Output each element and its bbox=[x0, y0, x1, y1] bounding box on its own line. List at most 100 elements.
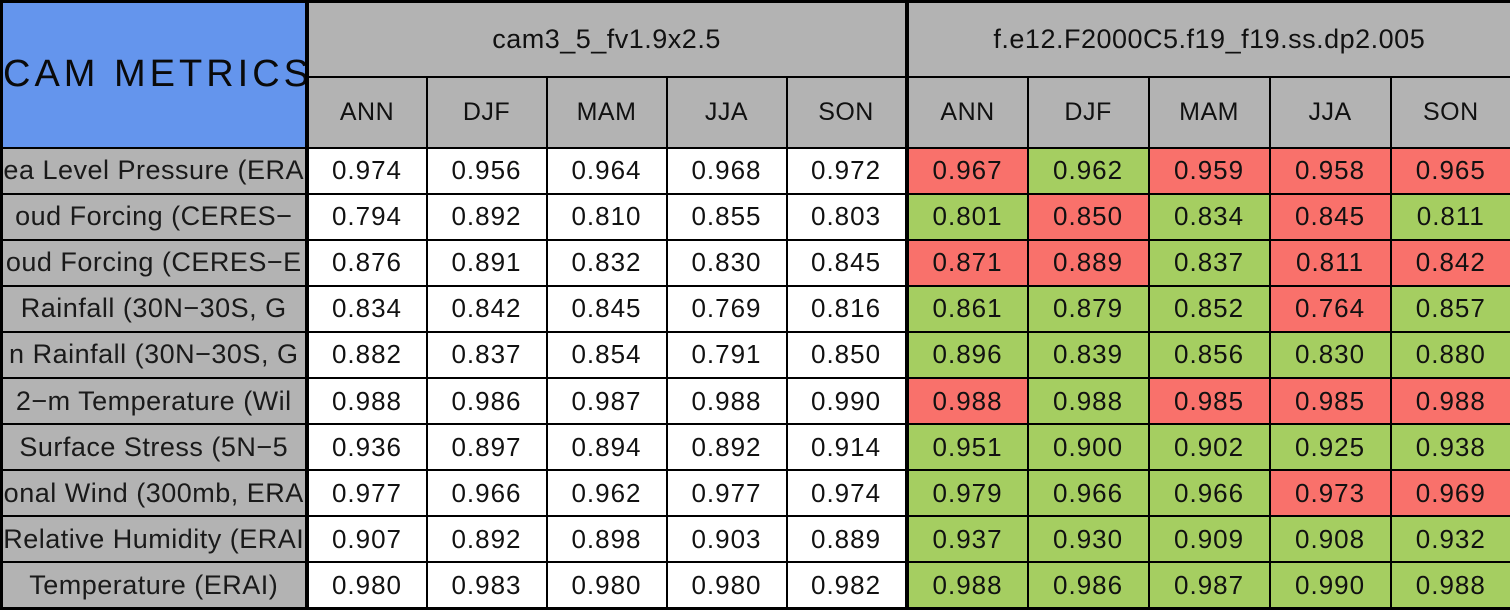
metric-cell: 0.972 bbox=[785, 146, 908, 195]
metric-cell: 0.977 bbox=[305, 469, 428, 518]
metric-cell: 0.880 bbox=[1389, 330, 1510, 379]
table-row-pacific-surface-stress: Surface Stress (5N−5 0.936 0.897 0.894 0… bbox=[0, 423, 1510, 472]
metric-cell: 0.966 bbox=[1026, 469, 1150, 518]
season-header-row: ANN DJF MAM JJA SON ANN DJF MAM JJA SON bbox=[2, 75, 1510, 149]
season-header-m2-djf: DJF bbox=[1026, 75, 1150, 149]
metric-cell: 0.969 bbox=[1389, 469, 1510, 518]
table-row-lw-cloud-forcing: oud Forcing (CERES−E 0.876 0.891 0.832 0… bbox=[0, 238, 1510, 287]
metric-cell: 0.937 bbox=[904, 515, 1029, 564]
metric-cell: 0.845 bbox=[1268, 192, 1392, 241]
table-row-ocean-rainfall: n Rainfall (30N−30S, G 0.882 0.837 0.854… bbox=[0, 330, 1510, 379]
metric-cell: 0.907 bbox=[305, 515, 428, 564]
metric-cell: 0.854 bbox=[545, 330, 668, 379]
metric-cell: 0.896 bbox=[904, 330, 1029, 379]
season-header-m1-ann: ANN bbox=[305, 75, 428, 149]
row-label: Surface Stress (5N−5 bbox=[0, 423, 309, 472]
metric-cell: 0.986 bbox=[1026, 561, 1150, 610]
metric-cell: 0.891 bbox=[425, 238, 548, 287]
metric-cell: 0.801 bbox=[904, 192, 1029, 241]
metric-cell: 0.810 bbox=[545, 192, 668, 241]
metric-cell: 0.898 bbox=[545, 515, 668, 564]
metric-cell: 0.980 bbox=[545, 561, 668, 610]
metric-cell: 0.892 bbox=[665, 423, 788, 472]
row-label: Relative Humidity (ERAI bbox=[0, 515, 309, 564]
metric-cell: 0.988 bbox=[1389, 376, 1510, 426]
metric-cell: 0.974 bbox=[305, 146, 428, 195]
row-label: 2−m Temperature (Wil bbox=[0, 376, 309, 426]
metric-cell: 0.988 bbox=[665, 376, 788, 426]
row-label: Temperature (ERAI) bbox=[0, 561, 309, 610]
metric-cell: 0.987 bbox=[1147, 561, 1271, 610]
metric-cell: 0.900 bbox=[1026, 423, 1150, 472]
metric-cell: 0.983 bbox=[425, 561, 548, 610]
row-label: Rainfall (30N−30S, G bbox=[0, 284, 309, 333]
table-row-land-rainfall: Rainfall (30N−30S, G 0.834 0.842 0.845 0… bbox=[0, 284, 1510, 333]
metric-cell: 0.968 bbox=[665, 146, 788, 195]
metric-cell: 0.914 bbox=[785, 423, 908, 472]
metric-cell: 0.985 bbox=[1147, 376, 1271, 426]
metric-cell: 0.811 bbox=[1389, 192, 1510, 241]
row-label: n Rainfall (30N−30S, G bbox=[0, 330, 309, 379]
metric-cell: 0.842 bbox=[1389, 238, 1510, 287]
table-row-land-2m-temperature: 2−m Temperature (Wil 0.988 0.986 0.987 0… bbox=[0, 376, 1510, 426]
metric-cell: 0.850 bbox=[785, 330, 908, 379]
metric-cell: 0.988 bbox=[305, 376, 428, 426]
metric-cell: 0.794 bbox=[305, 192, 428, 241]
metric-cell: 0.834 bbox=[305, 284, 428, 333]
metric-cell: 0.894 bbox=[545, 423, 668, 472]
metric-cell: 0.845 bbox=[545, 284, 668, 333]
metric-cell: 0.902 bbox=[1147, 423, 1271, 472]
metric-cell: 0.855 bbox=[665, 192, 788, 241]
metric-cell: 0.990 bbox=[1268, 561, 1392, 610]
metric-cell: 0.925 bbox=[1268, 423, 1392, 472]
metric-cell: 0.986 bbox=[425, 376, 548, 426]
metric-cell: 0.988 bbox=[904, 561, 1029, 610]
season-header-m2-mam: MAM bbox=[1147, 75, 1271, 149]
metric-cell: 0.909 bbox=[1147, 515, 1271, 564]
metric-cell: 0.879 bbox=[1026, 284, 1150, 333]
metric-cell: 0.871 bbox=[904, 238, 1029, 287]
metric-cell: 0.965 bbox=[1389, 146, 1510, 195]
model1-header: cam3_5_fv1.9x2.5 bbox=[305, 0, 908, 78]
metric-cell: 0.962 bbox=[545, 469, 668, 518]
metric-cell: 0.892 bbox=[425, 192, 548, 241]
metric-cell: 0.830 bbox=[665, 238, 788, 287]
metric-cell: 0.988 bbox=[1389, 561, 1510, 610]
season-header-m1-jja: JJA bbox=[665, 75, 788, 149]
metric-cell: 0.980 bbox=[665, 561, 788, 610]
metric-cell: 0.852 bbox=[1147, 284, 1271, 333]
metric-cell: 0.988 bbox=[904, 376, 1029, 426]
table-row-temperature: Temperature (ERAI) 0.980 0.983 0.980 0.9… bbox=[0, 561, 1510, 610]
metric-cell: 0.769 bbox=[665, 284, 788, 333]
season-header-m1-djf: DJF bbox=[425, 75, 548, 149]
metric-cell: 0.988 bbox=[1026, 376, 1150, 426]
table-row-relative-humidity: Relative Humidity (ERAI 0.907 0.892 0.89… bbox=[0, 515, 1510, 564]
metric-cell: 0.839 bbox=[1026, 330, 1150, 379]
model2-header: f.e12.F2000C5.f19_f19.ss.dp2.005 bbox=[904, 0, 1510, 78]
metric-cell: 0.908 bbox=[1268, 515, 1392, 564]
metric-cell: 0.951 bbox=[904, 423, 1029, 472]
table-row-zonal-wind: onal Wind (300mb, ERA 0.977 0.966 0.962 … bbox=[0, 469, 1510, 518]
metric-cell: 0.982 bbox=[785, 561, 908, 610]
metric-cell: 0.889 bbox=[1026, 238, 1150, 287]
metric-cell: 0.932 bbox=[1389, 515, 1510, 564]
metric-cell: 0.845 bbox=[785, 238, 908, 287]
metric-cell: 0.980 bbox=[305, 561, 428, 610]
row-label: oud Forcing (CERES−E bbox=[0, 238, 309, 287]
metric-cell: 0.816 bbox=[785, 284, 908, 333]
metric-cell: 0.985 bbox=[1268, 376, 1392, 426]
metric-cell: 0.837 bbox=[425, 330, 548, 379]
metric-cell: 0.842 bbox=[425, 284, 548, 333]
metric-cell: 0.973 bbox=[1268, 469, 1392, 518]
metric-cell: 0.987 bbox=[545, 376, 668, 426]
metric-cell: 0.856 bbox=[1147, 330, 1271, 379]
season-header-m1-son: SON bbox=[785, 75, 908, 149]
season-header-m2-ann: ANN bbox=[904, 75, 1029, 149]
metric-cell: 0.834 bbox=[1147, 192, 1271, 241]
metric-cell: 0.979 bbox=[904, 469, 1029, 518]
metric-cell: 0.936 bbox=[305, 423, 428, 472]
model-header-row: CAM METRICS cam3_5_fv1.9x2.5 f.e12.F2000… bbox=[0, 0, 1510, 149]
metric-cell: 0.903 bbox=[665, 515, 788, 564]
metric-cell: 0.830 bbox=[1268, 330, 1392, 379]
